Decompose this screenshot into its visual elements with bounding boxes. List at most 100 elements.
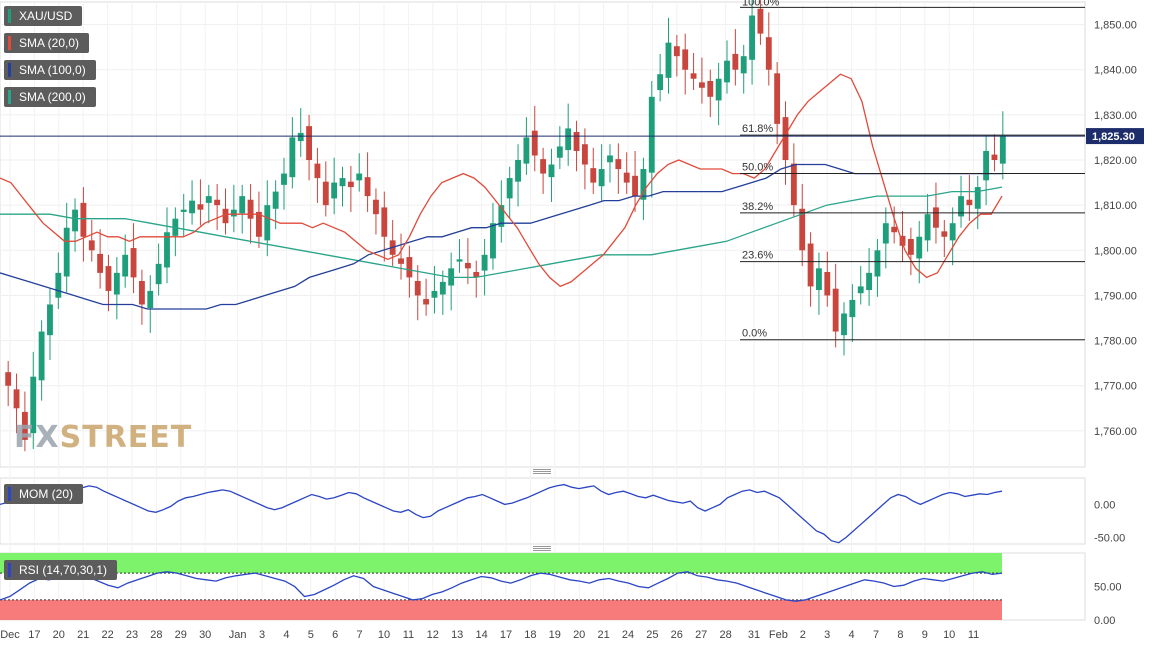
date-tick-label: 3 — [824, 629, 830, 641]
candle-body — [423, 299, 430, 305]
price-axis: 1,760.00 1,770.00 1,780.00 1,790.00 1,800.00… — [1086, 20, 1144, 438]
rsi-oversold-zone — [0, 599, 1002, 620]
date-tick-label: 17 — [500, 629, 512, 641]
candle-body — [364, 177, 371, 197]
candle-body — [732, 53, 739, 70]
date-tick-label: 11 — [403, 629, 414, 641]
candle-body — [757, 8, 764, 34]
sma100-label: SMA (100,0) — [19, 63, 86, 77]
candle-body — [698, 82, 705, 88]
candle-body — [974, 187, 981, 209]
fib-level-label: 50.0% — [742, 162, 773, 174]
date-tick-label: 7 — [357, 629, 363, 641]
candle-body — [398, 258, 404, 264]
panel-frame — [0, 477, 1086, 545]
legend-rsi[interactable]: RSI (14,70,30,1) — [4, 560, 118, 580]
candle-body — [314, 163, 321, 179]
candle-body — [347, 181, 354, 188]
candle-body — [297, 132, 304, 142]
candle-body — [490, 223, 496, 259]
candle-body — [155, 263, 162, 285]
candle-body — [615, 159, 622, 170]
candle-body — [373, 199, 379, 215]
date-tick-label: 21 — [77, 629, 89, 641]
candle-body — [673, 46, 680, 57]
candle-body — [707, 81, 714, 97]
rsi-swatch-icon — [8, 563, 11, 577]
candle-body — [899, 235, 906, 246]
candle-body — [607, 155, 613, 163]
candle-body — [832, 288, 839, 332]
candle-body — [55, 272, 62, 298]
sma-lines — [0, 73, 1085, 310]
candle-body — [21, 411, 28, 440]
price-tick-label: 1,790.00 — [1094, 290, 1137, 302]
candle-body — [113, 272, 120, 295]
candle-body — [456, 259, 463, 262]
date-tick-label: Jan — [229, 629, 247, 641]
date-tick-label: 14 — [475, 629, 487, 641]
candle-body — [924, 214, 931, 241]
candle-body — [665, 42, 672, 78]
fib-level-label: 23.6% — [742, 250, 773, 262]
date-tick-label: 4 — [849, 629, 855, 641]
candle-body — [682, 49, 689, 70]
mom-tick-label: 0.00 — [1094, 499, 1115, 511]
panel-splitter-2[interactable] — [533, 546, 551, 552]
price-tick-label: 1,850.00 — [1094, 20, 1137, 32]
candle-body — [356, 173, 363, 181]
date-tick-label: 28 — [719, 629, 731, 641]
date-tick-label: Dec — [0, 629, 20, 641]
legend-sma200[interactable]: SMA (200,0) — [4, 87, 96, 107]
date-tick-label: 30 — [199, 629, 211, 641]
panel-splitter-1[interactable] — [533, 469, 551, 475]
price-tick-label: 1,810.00 — [1094, 200, 1137, 212]
legend-mom[interactable]: MOM (20) — [4, 484, 83, 504]
date-tick-label: 9 — [922, 629, 928, 641]
fxstreet-watermark-logo: FXSTREET — [14, 420, 193, 455]
legend-sma100[interactable]: SMA (100,0) — [4, 60, 96, 80]
panel-frame — [0, 1, 1086, 468]
candle-body — [749, 15, 755, 60]
date-tick-label: 5 — [308, 629, 314, 641]
candle-body — [632, 175, 638, 197]
legend-symbol[interactable]: XAU/USD — [4, 6, 83, 26]
candle-body — [339, 178, 346, 187]
candle-body — [30, 376, 37, 434]
candle-body — [464, 262, 471, 269]
symbol-label: XAU/USD — [19, 9, 73, 23]
current-price-label: 1,825.30 — [1092, 131, 1135, 143]
candle-body — [88, 240, 95, 251]
date-tick-label: 19 — [549, 629, 561, 641]
price-tick-label: 1,770.00 — [1094, 381, 1137, 393]
date-tick-label: 18 — [524, 629, 536, 641]
legend-sma20[interactable]: SMA (20,0) — [4, 33, 90, 53]
candle-body — [991, 154, 998, 161]
candle-body — [715, 78, 722, 101]
candle-body — [999, 136, 1006, 164]
fibonacci-levels: 100.0% 61.8% 50.0% 38.2% 23.6% 0.0% — [740, 0, 1085, 341]
candle-body — [824, 271, 831, 296]
date-axis: Dec 17 20 21 22 23 28 29 30 Jan 3 4 5 6 7 10 11 12 13 14 17 1… — [0, 629, 979, 641]
date-tick-label: 13 — [451, 629, 463, 641]
date-tick-label: 22 — [101, 629, 113, 641]
candle-body — [97, 253, 104, 273]
mom-line — [0, 483, 1003, 544]
candle-body — [799, 208, 806, 251]
candle-body — [197, 204, 204, 210]
candle-body — [916, 236, 923, 259]
candle-body — [138, 281, 145, 305]
candle-body — [306, 126, 313, 161]
candle-body — [640, 169, 647, 200]
candle-body — [281, 173, 287, 185]
momentum-panel: 0.00 -50.00 — [0, 483, 1125, 544]
candle-body — [473, 271, 480, 278]
candle-body — [264, 205, 271, 241]
candle-body — [573, 132, 580, 151]
candle-body — [857, 286, 864, 294]
candle-body — [381, 207, 388, 237]
candle-body — [623, 172, 630, 183]
candle-body — [540, 159, 547, 174]
date-tick-label: 20 — [53, 629, 65, 641]
candle-body — [164, 232, 170, 268]
